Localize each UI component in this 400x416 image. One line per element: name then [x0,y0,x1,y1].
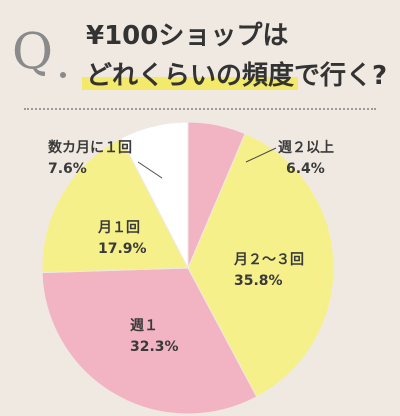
title-line-2: どれくらいの頻度で行く? [81,61,388,91]
slice-label-1: 月２〜３回 [233,252,304,268]
title-highlight-text: どれくらいの頻度 [86,61,295,91]
pie-labels: 週２以上 6.4% 月２〜３回 35.8% 週１ 32.3% 月１回 17.9% 数カ月に１回 7… [48,139,334,355]
pie-slices [41,121,335,415]
dotted-divider [24,108,376,110]
slice-value-3: 17.9% [98,241,147,257]
pie-slice-4 [120,121,189,269]
slice-label-3: 月１回 [97,220,140,236]
pie-slice-1 [187,132,335,398]
leader-line-0 [245,147,277,163]
pie-slice-3 [41,137,189,274]
slice-label-2: 週１ [130,318,158,334]
slice-value-0: 6.4% [286,161,325,177]
slice-label-0: 週２以上 [278,140,334,156]
title-highlight: どれくらいの頻度 [81,61,299,91]
slice-value-1: 35.8% [234,273,283,289]
title-line-1: ¥100ショップは [86,21,289,51]
slice-value-4: 7.6% [48,161,87,177]
question-mark-icon: Q [12,22,53,80]
slice-label-4: 数カ月に１回 [48,139,132,156]
title-line-2-rest: で行く? [294,61,388,91]
q-dot-icon [60,72,66,78]
leader-line-4 [137,161,163,179]
slice-value-2: 32.3% [130,339,179,355]
pie-slice-2 [41,267,258,415]
